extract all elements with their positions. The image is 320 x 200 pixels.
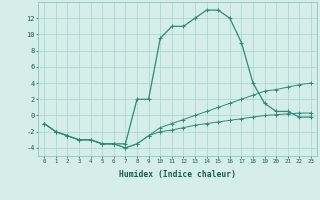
X-axis label: Humidex (Indice chaleur): Humidex (Indice chaleur)	[119, 170, 236, 179]
